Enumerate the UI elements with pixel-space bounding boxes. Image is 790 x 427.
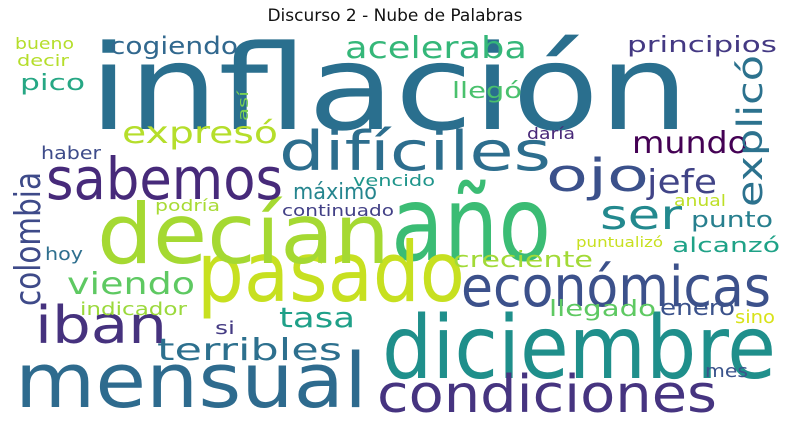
word-condiciones: condiciones	[377, 365, 717, 418]
word-puntualizo: puntualizó	[576, 235, 663, 251]
word-pico: pico	[20, 71, 86, 96]
word-mensual: mensual	[15, 336, 367, 419]
word-iban: iban	[35, 296, 167, 356]
word-jefe: jefe	[647, 162, 717, 201]
word-si: si	[215, 318, 236, 339]
word-maximo: máximo	[293, 180, 378, 205]
word-llegado: llegado	[549, 297, 657, 322]
word-ser: ser	[600, 191, 683, 239]
word-viendo: viendo	[67, 267, 195, 302]
word-anual: anual	[674, 191, 727, 210]
word-hoy: hoy	[45, 244, 84, 265]
word-cloud: inflación mensual diciembre año pasado d…	[9, 33, 781, 418]
word-decian: decían	[97, 186, 391, 283]
word-indicador: indicador	[80, 299, 188, 320]
word-haber: haber	[41, 143, 102, 164]
word-aceleraba: aceleraba	[345, 33, 528, 66]
word-cogiendo: cogiendo	[110, 33, 239, 60]
word-principios: principios	[627, 33, 777, 58]
word-dificiles: difíciles	[279, 120, 552, 183]
word-mes: mes	[705, 361, 749, 382]
word-alcanzo: alcanzó	[672, 233, 781, 257]
word-expreso: expresó	[122, 116, 278, 151]
word-sino: sino	[735, 307, 776, 328]
word-diciembre: diciembre	[382, 297, 776, 399]
chart-title: Discurso 2 - Nube de Palabras	[267, 6, 523, 26]
word-tasa: tasa	[279, 301, 356, 334]
word-llego: llegó	[452, 79, 523, 104]
word-sabemos: sabemos	[46, 145, 284, 213]
word-creciente: creciente	[453, 248, 593, 273]
word-vencido: vencido	[353, 171, 436, 190]
word-enero: enero	[660, 296, 736, 321]
word-inflacion: inflación	[89, 33, 689, 157]
word-pasado: pasado	[197, 224, 466, 321]
word-daria: daría	[527, 124, 576, 143]
word-terribles: terribles	[157, 333, 343, 368]
word-ano: año	[391, 165, 552, 285]
word-punto: punto	[691, 208, 773, 233]
word-ojo: ojo	[546, 149, 650, 202]
word-mundo: mundo	[632, 126, 749, 161]
word-continuado: continuado	[282, 201, 394, 220]
word-decir: decir	[17, 51, 69, 70]
word-colombia: colombia	[9, 172, 49, 306]
word-podria: podría	[155, 196, 221, 215]
word-economicas: económicas	[461, 255, 771, 320]
word-asi: así	[236, 90, 252, 121]
word-explico: explicó	[731, 54, 771, 208]
word-bueno: bueno	[15, 34, 75, 53]
